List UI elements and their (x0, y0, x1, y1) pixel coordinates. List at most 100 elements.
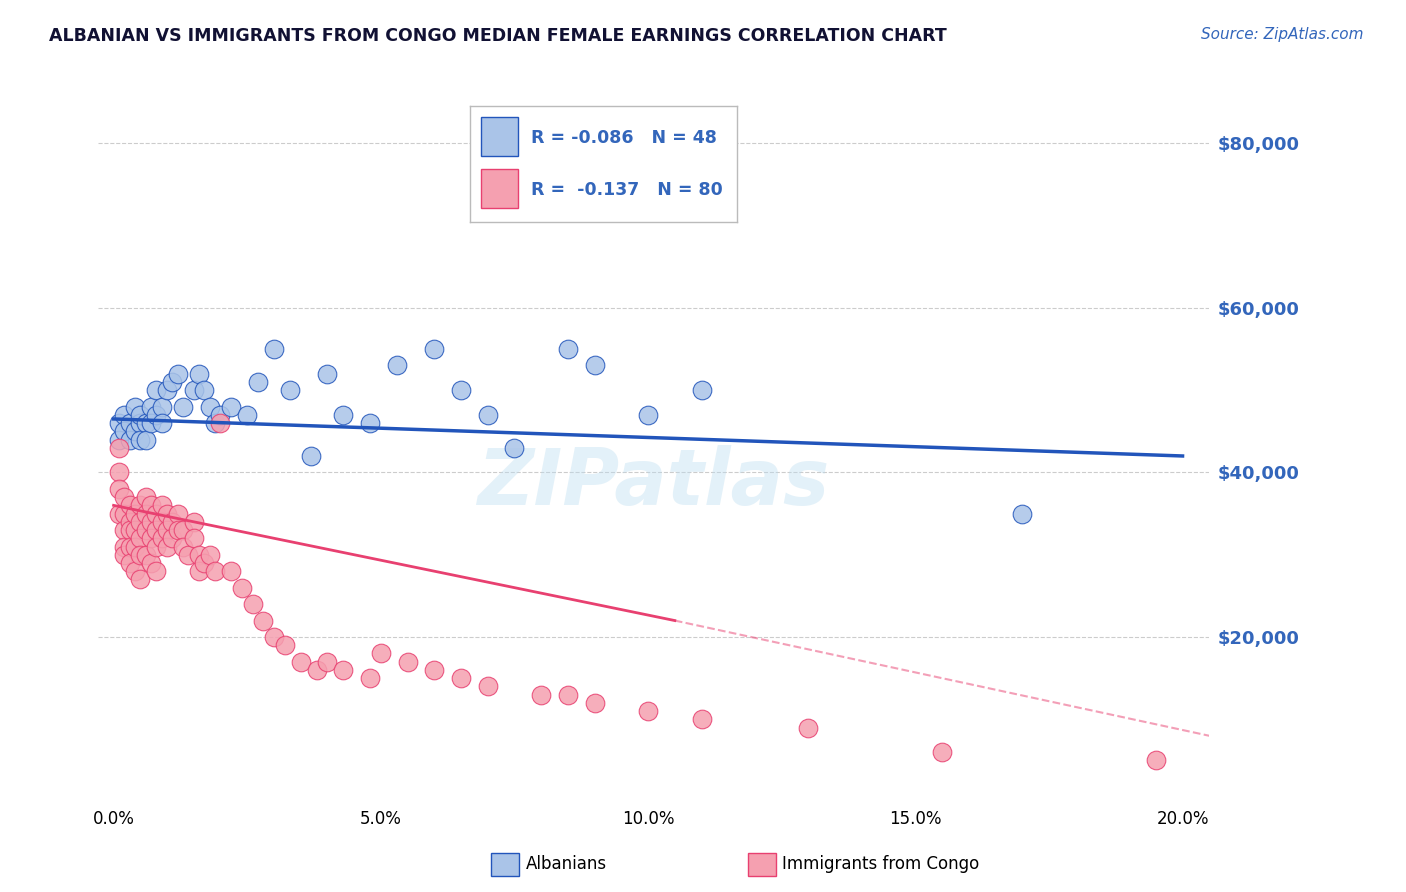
Point (118, 515, 141, 529)
Point (290, 655, 312, 669)
Point (183, 515, 205, 529)
Point (156, 507, 179, 521)
Point (242, 597, 264, 611)
Point (145, 564, 167, 578)
Point (124, 507, 146, 521)
Point (108, 441, 131, 455)
Point (124, 425, 146, 439)
Point (396, 655, 419, 669)
Point (124, 400, 146, 414)
Point (162, 515, 184, 529)
Text: Albanians: Albanians (526, 855, 607, 873)
Point (118, 433, 141, 447)
Point (150, 515, 173, 529)
Point (112, 523, 135, 537)
Point (129, 416, 152, 430)
Point (359, 416, 381, 430)
Point (129, 548, 152, 562)
Point (450, 383, 472, 397)
Point (145, 523, 167, 537)
Point (129, 433, 152, 447)
Point (135, 433, 157, 447)
Point (118, 523, 141, 537)
Point (112, 425, 135, 439)
Point (112, 507, 135, 521)
Point (188, 564, 211, 578)
Point (273, 638, 295, 652)
Point (263, 342, 285, 356)
Text: Immigrants from Congo: Immigrants from Congo (782, 855, 979, 873)
Point (139, 416, 162, 430)
Point (118, 540, 141, 554)
Point (263, 630, 285, 644)
Point (316, 655, 339, 669)
Point (177, 548, 200, 562)
Point (690, 383, 713, 397)
Point (172, 400, 194, 414)
Point (188, 367, 211, 381)
Point (252, 614, 274, 628)
Point (204, 564, 226, 578)
Point (150, 499, 173, 513)
Point (332, 663, 354, 677)
Point (219, 400, 242, 414)
Point (204, 416, 226, 430)
Point (124, 540, 146, 554)
Point (690, 712, 713, 726)
Point (124, 564, 146, 578)
Point (150, 416, 173, 430)
Point (129, 408, 152, 422)
Point (1011, 507, 1033, 521)
Point (166, 367, 188, 381)
Point (139, 556, 162, 570)
Point (135, 523, 157, 537)
Point (145, 507, 167, 521)
Point (637, 408, 659, 422)
Point (931, 745, 953, 759)
Point (118, 556, 141, 570)
Point (477, 680, 499, 694)
Point (156, 540, 179, 554)
Point (112, 540, 135, 554)
Point (108, 466, 131, 480)
Point (530, 688, 553, 702)
Point (156, 383, 179, 397)
Point (583, 696, 606, 710)
Y-axis label: Median Female Earnings: Median Female Earnings (0, 346, 7, 533)
Point (299, 449, 322, 463)
Point (305, 663, 328, 677)
Point (359, 671, 381, 685)
Point (370, 647, 392, 661)
Point (209, 416, 232, 430)
Point (129, 499, 152, 513)
Point (118, 416, 141, 430)
Point (172, 523, 194, 537)
Point (139, 499, 162, 513)
Point (145, 383, 167, 397)
Point (198, 400, 221, 414)
Point (112, 548, 135, 562)
Point (166, 523, 188, 537)
Point (246, 375, 269, 389)
Point (166, 507, 188, 521)
Point (145, 540, 167, 554)
Point (423, 342, 446, 356)
Point (108, 482, 131, 496)
Point (219, 564, 242, 578)
Text: ALBANIAN VS IMMIGRANTS FROM CONGO MEDIAN FEMALE EARNINGS CORRELATION CHART: ALBANIAN VS IMMIGRANTS FROM CONGO MEDIAN… (49, 27, 948, 45)
Point (332, 408, 354, 422)
Point (139, 515, 162, 529)
Point (150, 531, 173, 545)
Point (797, 721, 820, 735)
Point (162, 375, 184, 389)
Point (557, 688, 579, 702)
Point (423, 663, 446, 677)
Text: ZIPatlas: ZIPatlas (477, 445, 830, 521)
Point (477, 408, 499, 422)
Point (193, 556, 215, 570)
Point (231, 581, 253, 595)
Point (129, 515, 152, 529)
Point (503, 441, 526, 455)
Point (188, 548, 211, 562)
Point (385, 359, 408, 373)
